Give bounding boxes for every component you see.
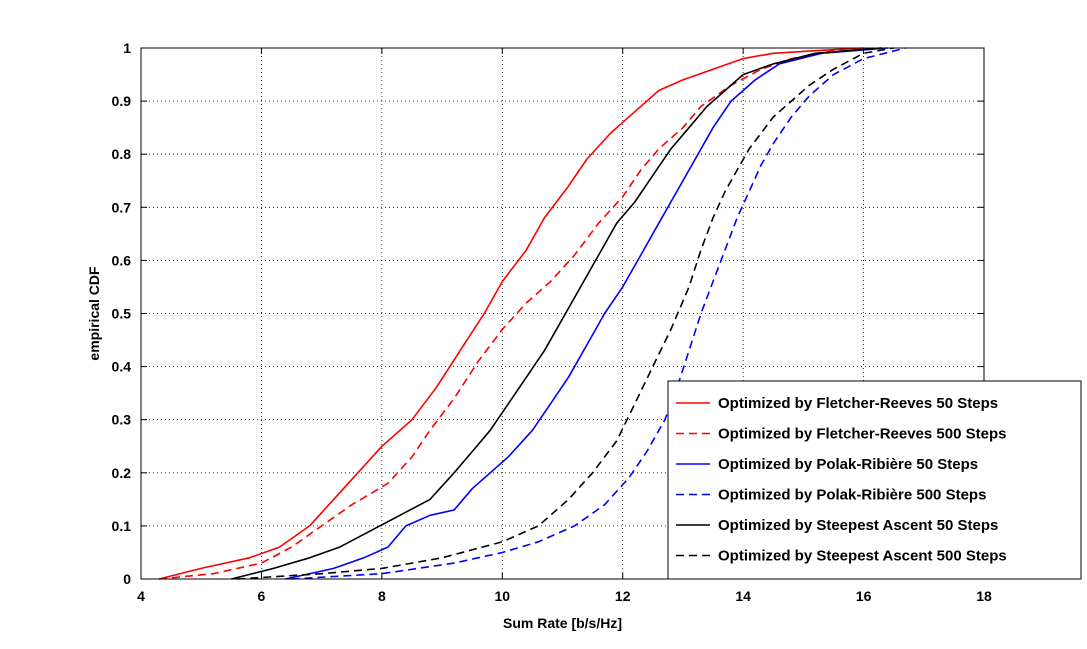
x-axis-title: Sum Rate [b/s/Hz] <box>503 615 622 631</box>
legend-entry-label: Optimized by Fletcher-Reeves 500 Steps <box>718 426 1006 443</box>
y-tick-label: 0.1 <box>112 518 132 534</box>
y-tick-label: 0 <box>123 571 131 587</box>
axis-ticks: 4 6 8 10 12 14 16 18 0 0.1 0.2 0.3 0.4 0.5 0.6 0.7 0.8 0.… <box>112 40 992 604</box>
y-tick-label: 1 <box>123 40 131 56</box>
series-line-4 <box>291 47 906 580</box>
x-tick-label: 10 <box>494 588 510 604</box>
y-tick-label: 0.9 <box>112 93 132 109</box>
x-tick-label: 16 <box>856 588 872 604</box>
series-line-1 <box>158 47 864 580</box>
legend-entry-label: Optimized by Polak-Ribière 500 Steps <box>718 487 986 504</box>
series-line-6 <box>237 47 894 580</box>
y-tick-label: 0.8 <box>112 146 132 162</box>
y-tick-label: 0.7 <box>112 199 132 215</box>
grid <box>141 48 984 579</box>
legend-entry-label: Optimized by Steepest Ascent 50 Steps <box>718 517 998 534</box>
y-tick-label: 0.4 <box>112 359 132 375</box>
x-tick-label: 6 <box>258 588 266 604</box>
legend: Optimized by Fletcher-Reeves 50 Steps Opt… <box>667 380 1082 580</box>
legend-entry-label: Optimized by Polak-Ribière 50 Steps <box>718 456 978 473</box>
x-tick-label: 8 <box>378 588 386 604</box>
y-tick-label: 0.5 <box>112 306 132 322</box>
series-line-2 <box>159 47 882 580</box>
series-line-5 <box>231 47 882 580</box>
x-tick-label: 4 <box>137 588 145 604</box>
series-line-3 <box>285 47 888 580</box>
x-tick-label: 18 <box>976 588 992 604</box>
x-tick-label: 12 <box>615 588 631 604</box>
series-lines <box>158 47 906 580</box>
legend-box <box>667 380 1082 580</box>
y-tick-label: 0.2 <box>112 465 132 481</box>
legend-entry-label: Optimized by Steepest Ascent 500 Steps <box>718 548 1007 565</box>
legend-entry-label: Optimized by Fletcher-Reeves 50 Steps <box>718 395 998 412</box>
y-axis-title: empirical CDF <box>86 266 102 361</box>
y-tick-label: 0.6 <box>112 252 132 268</box>
x-tick-label: 14 <box>735 588 751 604</box>
y-tick-label: 0.3 <box>112 412 132 428</box>
